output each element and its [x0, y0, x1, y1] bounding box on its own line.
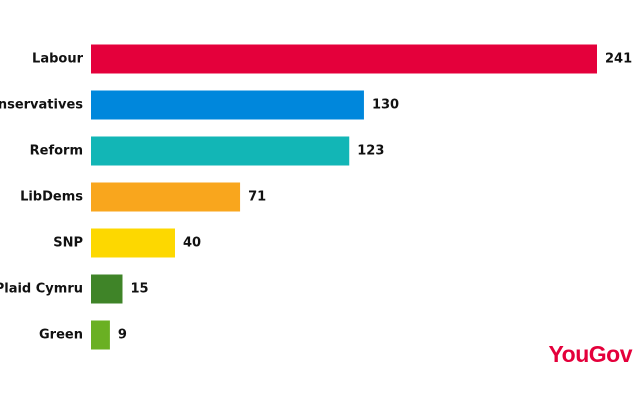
value-label: 9	[118, 328, 127, 343]
category-label: Reform	[30, 144, 83, 159]
value-label: 130	[372, 98, 399, 113]
bar	[91, 44, 597, 74]
bar	[91, 136, 350, 166]
value-label: 241	[605, 52, 632, 67]
bar	[91, 182, 241, 212]
category-label: SNP	[53, 236, 83, 251]
bar	[91, 274, 123, 304]
category-label: Labour	[32, 52, 84, 67]
bar	[91, 320, 110, 350]
category-label: Plaid Cymru	[0, 282, 83, 297]
category-label: Conservatives	[0, 98, 83, 113]
value-label: 15	[130, 282, 148, 297]
bar	[91, 90, 364, 120]
value-label: 123	[357, 144, 384, 159]
value-label: 71	[248, 190, 266, 205]
bar	[91, 228, 175, 258]
category-label: Green	[39, 328, 83, 343]
category-label: LibDems	[20, 190, 83, 205]
brand-logo: YouGov	[549, 341, 633, 367]
value-label: 40	[183, 236, 201, 251]
